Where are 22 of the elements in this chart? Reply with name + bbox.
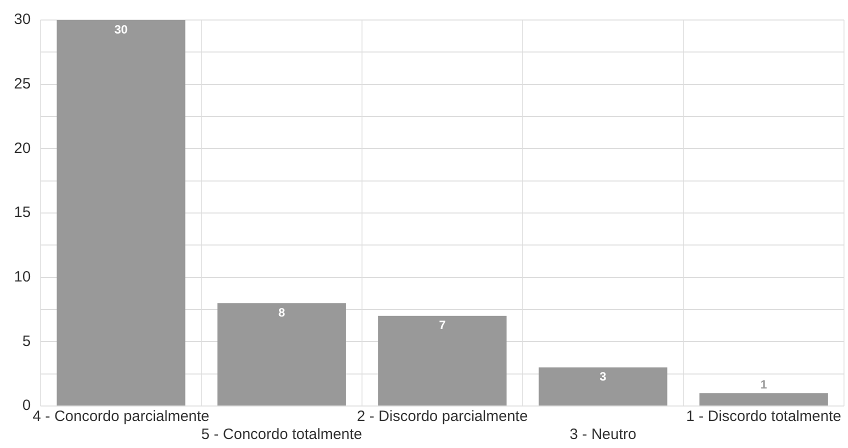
data-label: 1 <box>760 377 768 392</box>
y-tick-label: 10 <box>14 268 31 286</box>
bar <box>538 367 668 406</box>
x-tick-label: 2 - Discordo parcialmente <box>356 408 528 426</box>
data-label: 8 <box>278 305 286 320</box>
x-tick-label: 4 - Concordo parcialmente <box>32 408 210 426</box>
y-tick-label: 20 <box>14 140 31 157</box>
y-tick-label: 30 <box>14 11 31 28</box>
data-label: 30 <box>114 22 128 36</box>
y-tick-label: 25 <box>14 75 31 92</box>
y-tick-label: 15 <box>14 204 31 222</box>
data-label: 7 <box>439 318 446 332</box>
x-tick-label: 1 - Discordo totalmente <box>686 408 842 426</box>
bar <box>378 316 507 406</box>
x-tick-label: 3 - Neutro <box>570 426 636 444</box>
data-label: 3 <box>600 370 607 384</box>
bar <box>56 20 186 406</box>
x-tick-label: 5 - Concordo totalmente <box>201 426 362 444</box>
y-tick-label: 5 <box>22 332 31 350</box>
bar <box>699 393 828 406</box>
y-tick-label: 0 <box>22 397 31 414</box>
bar <box>217 303 346 406</box>
